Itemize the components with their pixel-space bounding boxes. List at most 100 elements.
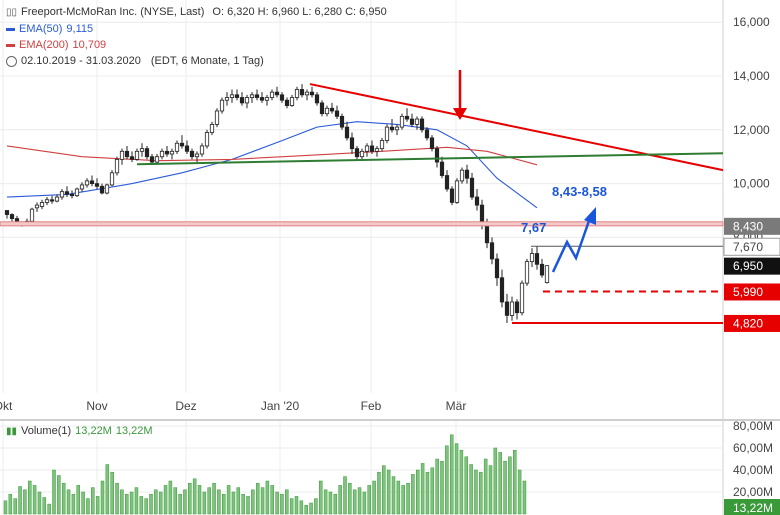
candle-up [214,110,220,125]
candle-down [89,180,95,185]
candle-up [119,150,125,160]
candle-down [534,253,540,265]
time-tick-label: Feb [361,399,382,413]
candle-down [9,214,15,219]
volume-bar [386,469,391,515]
volume-label: Volume(1) [21,425,72,437]
candle-up [519,282,525,314]
candle-up [224,97,230,101]
price-tick-label: 16,000 [733,15,770,29]
price-tag-label: 6,950 [733,259,763,273]
candle-down [99,185,105,194]
chart-settings-text: (EDT, 6 Monate, 1 Tag) [150,55,264,67]
candle-down [444,175,450,190]
candle-down [49,199,55,202]
volume-bar [246,496,250,515]
volume-bar [401,485,405,515]
volume-bar [309,502,313,515]
volume-tick-label: 20,00M [733,485,773,499]
volume-bar [61,482,66,515]
candle-down [129,156,135,160]
level-annotation: 7,67 [521,220,546,235]
volume-bar [357,487,362,515]
candle-down [404,115,410,120]
volume-bar [217,489,221,515]
volume-bar [139,496,144,515]
time-axis-strip [0,393,780,419]
time-tick-label: Nov [86,399,107,413]
candle-up [54,196,60,202]
candle-up [414,118,420,125]
candle-down [514,301,520,314]
volume-bar [66,489,71,515]
price-tag-box [724,314,780,332]
volume-bar [377,471,381,515]
support-trendline [136,152,724,166]
volume-bar [197,485,202,515]
volume-bar [314,498,318,515]
candle-down [4,210,10,215]
volume-bar [270,485,274,515]
ema200-label: EMA(200) [19,39,69,51]
volume-bar [163,485,168,515]
volume-bar [483,458,488,515]
time-tick-label: Dez [175,399,196,413]
volume-bar [149,493,153,515]
candle-up [204,132,210,147]
candlestick-icon: ▯▯ [6,6,18,18]
volume-value-2: 13,22M [115,425,153,437]
breakdown-arrow-head [453,108,467,120]
candle-down [259,97,265,101]
volume-bar [493,447,498,515]
volume-bar [474,469,478,515]
volume-bar [503,460,507,515]
candle-up [249,94,255,98]
price-tag-box [724,283,780,301]
target-annotation: 8,43-8,58 [552,184,607,199]
volume-bar [192,478,197,515]
volume-bar [352,489,357,515]
support-band [0,221,724,227]
candle-down [494,258,500,279]
volume-bar [348,482,352,515]
volume-bar [222,493,226,515]
candle-up [264,97,270,101]
volume-bar [425,471,430,515]
candle-up [134,150,140,160]
volume-bar [333,493,338,515]
candle-up [29,208,35,222]
volume-bar [323,489,328,515]
candle-up [104,184,110,194]
price-tag-box [723,237,780,256]
volume-bar [251,489,255,515]
volume-legend[interactable]: ▮▮ Volume(1) 13,22M 13,22M [6,425,153,437]
candle-down [334,110,340,117]
candle-up [304,91,310,96]
candle-down [299,89,305,96]
volume-tick-label: 80,00M [733,419,773,433]
volume-bar [241,493,245,515]
candle-up [459,169,465,182]
candle-down [484,223,490,244]
candle-down [149,156,155,163]
date-range-text: 02.10.2019 - 31.03.2020 [21,55,141,67]
volume-bar [280,493,284,515]
volume-bar [411,474,415,515]
candle-up [529,253,535,263]
time-tick-label: Jan '20 [261,399,300,413]
ema-lines [6,121,538,209]
instrument-name: Freeport-McMoRan Inc. (NYSE, Last) [21,6,205,18]
candle-down [329,107,335,112]
volume-bar [8,493,13,515]
volume-bar [372,480,376,515]
ema200-legend[interactable]: EMA(200) 10,709 [6,39,106,51]
price-tick-label: 12,000 [733,123,770,137]
candle-down [474,196,480,206]
candle-down [189,150,195,158]
volume-bar [129,491,134,515]
volume-bar [255,482,260,515]
candle-down [349,137,355,150]
candle-down [389,126,395,131]
ema50-legend[interactable]: EMA(50) 9,115 [6,23,93,35]
